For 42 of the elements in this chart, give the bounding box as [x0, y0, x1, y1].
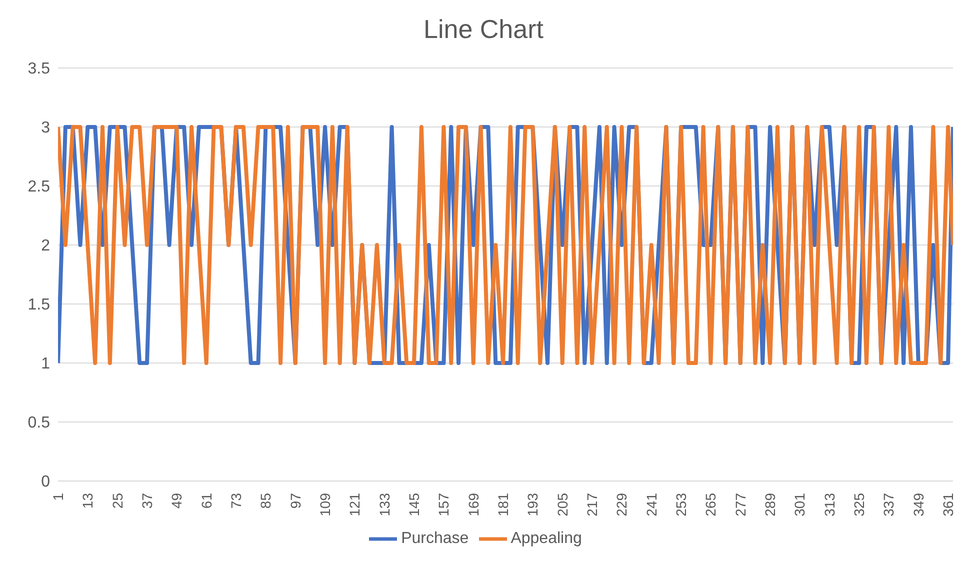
y-tick-label: 2.5 — [28, 178, 50, 196]
x-tick-label: 181 — [495, 492, 512, 516]
x-tick-label: 73 — [228, 492, 244, 509]
x-tick-label: 13 — [80, 492, 96, 509]
x-tick-label: 301 — [792, 492, 808, 516]
y-tick-label: 0.5 — [28, 414, 50, 432]
legend-label: Purchase — [401, 530, 469, 548]
x-tick-label: 121 — [346, 492, 363, 516]
x-tick-label: 25 — [109, 492, 126, 509]
x-tick-label: 169 — [465, 492, 482, 516]
y-tick-label: 3.5 — [28, 60, 50, 78]
y-tick-label: 3 — [41, 120, 50, 137]
x-tick-label: 289 — [762, 492, 778, 516]
x-tick-label: 313 — [821, 492, 838, 516]
x-tick-label: 1 — [50, 492, 66, 501]
x-tick-label: 325 — [851, 492, 868, 516]
x-tick-label: 337 — [880, 492, 897, 516]
y-tick-label: 2 — [41, 238, 50, 255]
y-tick-label: 1.5 — [28, 296, 50, 314]
x-tick-label: 253 — [673, 492, 690, 516]
y-tick-label: 1 — [41, 356, 50, 373]
legend-label: Appealing — [510, 530, 582, 548]
y-tick-label: 0 — [41, 474, 50, 491]
x-tick-label: 97 — [287, 492, 304, 509]
x-tick-label: 133 — [376, 492, 392, 516]
x-tick-label: 265 — [702, 492, 719, 516]
x-tick-label: 277 — [732, 492, 748, 516]
chart-title: Line Chart — [422, 13, 544, 46]
x-tick-label: 217 — [584, 492, 600, 516]
x-tick-label: 61 — [198, 492, 214, 509]
x-tick-label: 85 — [258, 492, 274, 509]
x-tick-label: 157 — [436, 492, 452, 516]
x-tick-label: 229 — [614, 492, 630, 516]
x-tick-label: 109 — [317, 492, 334, 516]
x-tick-label: 241 — [643, 492, 660, 516]
x-tick-label: 205 — [554, 492, 570, 516]
x-tick-label: 193 — [524, 492, 541, 516]
x-tick-label: 361 — [940, 492, 956, 516]
x-tick-label: 37 — [139, 492, 156, 509]
x-tick-label: 49 — [168, 492, 185, 509]
x-tick-label: 349 — [910, 492, 926, 516]
x-tick-label: 145 — [406, 492, 422, 516]
